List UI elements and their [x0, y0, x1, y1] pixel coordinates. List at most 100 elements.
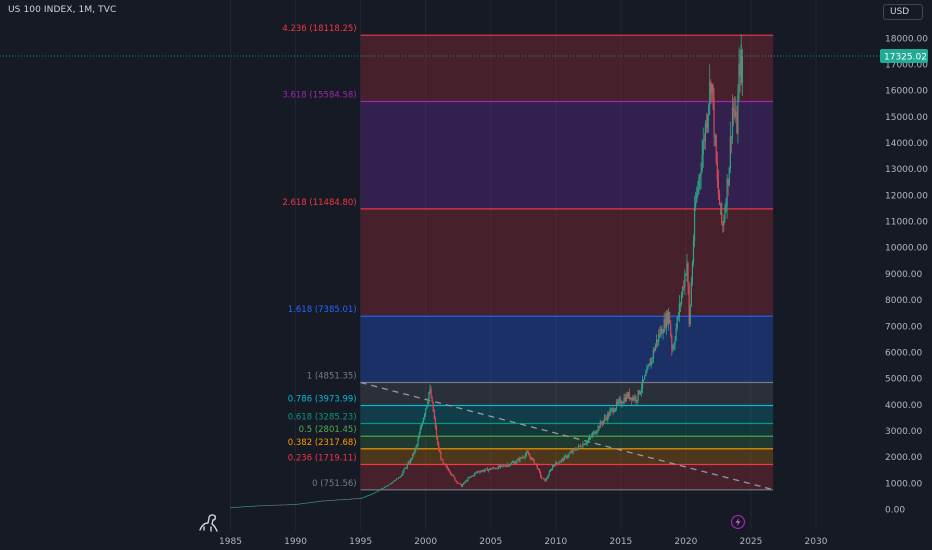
candle: [325, 500, 327, 502]
candle: [723, 214, 725, 232]
candle: [235, 507, 237, 508]
candle: [253, 505, 255, 507]
candle: [389, 483, 391, 485]
candle: [667, 307, 670, 331]
candle: [539, 471, 542, 478]
candle: [586, 440, 588, 446]
candle: [265, 505, 267, 506]
candle: [573, 448, 575, 451]
candle: [378, 490, 380, 491]
candle: [459, 483, 461, 486]
candle: [706, 113, 709, 134]
candle: [275, 504, 277, 506]
candle: [423, 412, 426, 420]
fib-retracement-tool[interactable]: 4.236 (18118.25) 3.618 (15584.58) 2.618 (1…: [282, 24, 774, 491]
candle: [607, 411, 609, 424]
candle: [287, 504, 289, 506]
candle: [251, 505, 253, 507]
candle: [392, 481, 394, 483]
candle: [291, 504, 293, 505]
candle: [738, 47, 740, 102]
candle: [393, 480, 395, 482]
candle: [691, 260, 693, 286]
candle: [355, 498, 357, 500]
candle: [350, 498, 352, 500]
candle: [692, 234, 695, 267]
fib-level-label-0.236: 0.236 (1719.11): [288, 453, 357, 463]
candle: [512, 460, 515, 464]
candle: [579, 445, 581, 447]
candle: [618, 397, 620, 406]
candle: [425, 408, 427, 417]
candle: [317, 501, 319, 503]
candle: [719, 203, 722, 215]
candle: [734, 95, 736, 120]
candle: [434, 416, 437, 430]
candle: [404, 466, 406, 470]
candle: [503, 464, 505, 468]
candle: [695, 191, 697, 211]
candle: [522, 455, 524, 459]
candle: [722, 221, 724, 234]
candle: [472, 475, 474, 477]
candle: [236, 506, 238, 508]
current-price-tag: [880, 48, 928, 63]
candle: [416, 443, 418, 450]
candle: [391, 482, 393, 484]
candle: [410, 457, 413, 462]
candle: [304, 502, 306, 504]
candle: [456, 481, 458, 485]
candle: [301, 503, 303, 504]
candle: [530, 456, 532, 461]
candle: [583, 443, 585, 446]
candle: [331, 500, 334, 501]
candle: [529, 453, 531, 459]
candle: [507, 462, 509, 468]
candle: [492, 466, 494, 470]
fib-level-label-0.786: 0.786 (3973.99): [288, 394, 357, 404]
candle: [338, 499, 340, 501]
candle: [402, 470, 404, 476]
candle: [250, 506, 252, 507]
candle: [482, 469, 484, 473]
candle: [661, 325, 663, 334]
candle: [310, 502, 312, 503]
candle: [297, 503, 299, 505]
candle: [263, 505, 265, 506]
candle: [341, 499, 343, 500]
candle: [443, 463, 445, 465]
candle: [669, 311, 671, 325]
candle: [497, 465, 499, 470]
candle: [243, 506, 246, 508]
candle: [473, 472, 476, 477]
candle: [643, 379, 645, 383]
x-tick-label-2015: 2015: [609, 537, 632, 547]
currency-selector[interactable]: USD: [883, 4, 923, 20]
candle: [273, 504, 275, 506]
candle: [664, 311, 666, 331]
y-tick-label: 18000.00: [885, 34, 928, 44]
candle: [484, 468, 486, 472]
candle: [556, 461, 558, 465]
candle: [732, 98, 735, 126]
candle: [412, 453, 414, 460]
candle: [596, 430, 598, 436]
price-axis[interactable]: 0.00 1000.00 2000.00 3000.00 4000.00 5000.00 6…: [885, 34, 928, 515]
candle: [436, 435, 439, 446]
candle: [467, 477, 469, 482]
time-axis[interactable]: 1985 1990 1995 2000 2005 2010 2015 2020 2025 2030: [219, 537, 828, 547]
candle: [500, 465, 503, 467]
candle: [731, 94, 734, 144]
candle: [665, 310, 667, 336]
candle: [365, 496, 367, 497]
candle: [294, 504, 297, 505]
candle: [555, 460, 557, 466]
candle: [635, 395, 637, 405]
candle: [570, 449, 572, 454]
candle: [603, 413, 606, 423]
candle: [258, 505, 260, 507]
candle: [328, 500, 330, 501]
candle: [548, 470, 550, 476]
candle: [546, 476, 548, 480]
